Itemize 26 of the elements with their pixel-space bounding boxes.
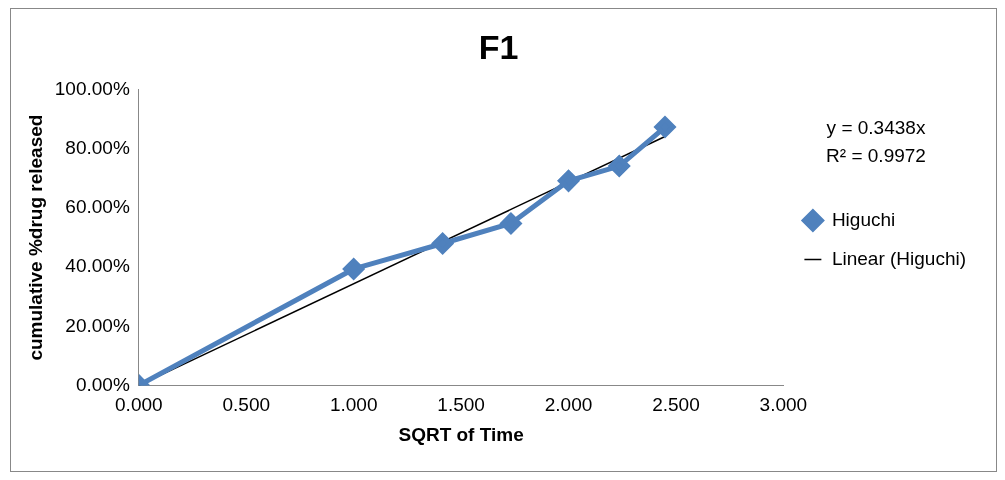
point (432, 233, 454, 255)
y-tick-label: 40.00% (65, 255, 130, 277)
x-tick-label: 0.000 (115, 394, 163, 416)
x-tick-label: 1.500 (437, 394, 485, 416)
legend-label: Higuchi (831, 208, 896, 230)
text: R² = 0.9972 (826, 145, 926, 167)
chart-title: F1 (478, 27, 519, 66)
point (558, 170, 580, 192)
x-tick-label: 2.000 (544, 394, 593, 416)
y-tick-label: 20.00% (65, 314, 130, 336)
text: y = 0.3438x (826, 117, 926, 139)
x-tick-label: 3.000 (759, 394, 808, 416)
x-tick-label: 2.500 (652, 394, 700, 416)
y-axis-title: cumulative %drug released (24, 114, 46, 361)
y-tick-label: 0.00% (75, 373, 130, 395)
y-tick-label: 100.00% (54, 78, 130, 100)
y-tick-label: 60.00% (65, 196, 130, 218)
point (654, 116, 676, 138)
point (500, 212, 522, 234)
x-tick-label: 1.000 (329, 394, 378, 416)
point (608, 155, 630, 177)
y-tick-label: 80.00% (65, 137, 130, 159)
x-tick-label: 0.500 (222, 394, 271, 416)
point (343, 258, 365, 280)
x-axis-title: SQRT of Time (398, 423, 524, 445)
legend-label: Linear (Higuchi) (831, 247, 967, 269)
